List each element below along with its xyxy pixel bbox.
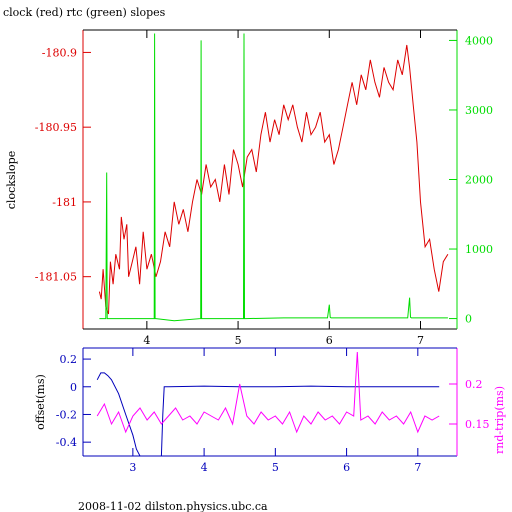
- y-tick-label-right: 0.15: [465, 418, 490, 431]
- y-tick-label-left: -180.95: [35, 121, 77, 134]
- top-chart: 4 5 6 7 -180.9 -180.95 -181 -181.05 4000 3000 2000…: [5, 29, 493, 347]
- y-tick-label-right: 0: [465, 313, 472, 326]
- x-tick-label: 3: [129, 461, 136, 474]
- footer-label: 2008-11-02 dilston.physics.ubc.ca: [78, 500, 268, 512]
- x-tick-label: 6: [326, 334, 333, 347]
- x-tick-label: 4: [201, 461, 208, 474]
- y-tick-label-left: -0.4: [56, 436, 77, 449]
- y-axis-label-left: offset(ms): [34, 374, 47, 430]
- y-tick-label-right: 4000: [465, 34, 493, 47]
- x-tick-label: 5: [272, 461, 279, 474]
- y-axis-label-right: rnd-trip(ms): [493, 386, 506, 454]
- series-line-green: [99, 33, 448, 322]
- series-line-red: [98, 44, 449, 315]
- y-tick-label-right: 0.2: [465, 378, 483, 391]
- x-tick-label: 5: [235, 334, 242, 347]
- x-tick-label: 7: [414, 461, 421, 474]
- y-tick-label-left: -181: [52, 196, 77, 209]
- x-tick-label: 7: [417, 334, 424, 347]
- y-tick-label-left: 0.2: [60, 353, 78, 366]
- y-tick-label-right: 3000: [465, 104, 493, 117]
- chart-title: clock (red) rtc (green) slopes: [3, 6, 166, 19]
- y-tick-label-left: -0.2: [56, 408, 77, 421]
- series-line-magenta: [96, 351, 440, 434]
- y-tick-label-left: -180.9: [42, 46, 77, 59]
- y-tick-label-left: -181.05: [35, 271, 77, 284]
- x-tick-label: 6: [343, 461, 350, 474]
- y-axis-label: clockslope: [5, 151, 18, 209]
- y-tick-label-right: 1000: [465, 243, 493, 256]
- y-tick-label-left: 0: [70, 381, 77, 394]
- x-tick-label: 4: [143, 334, 150, 347]
- bottom-chart: 3 4 5 6 7 0.2 0 -0.2 -0.4 0.2 0.15 offset(ms) rnd-tr…: [34, 347, 506, 474]
- y-tick-label-right: 2000: [465, 174, 493, 187]
- series-line-blue: [96, 372, 440, 457]
